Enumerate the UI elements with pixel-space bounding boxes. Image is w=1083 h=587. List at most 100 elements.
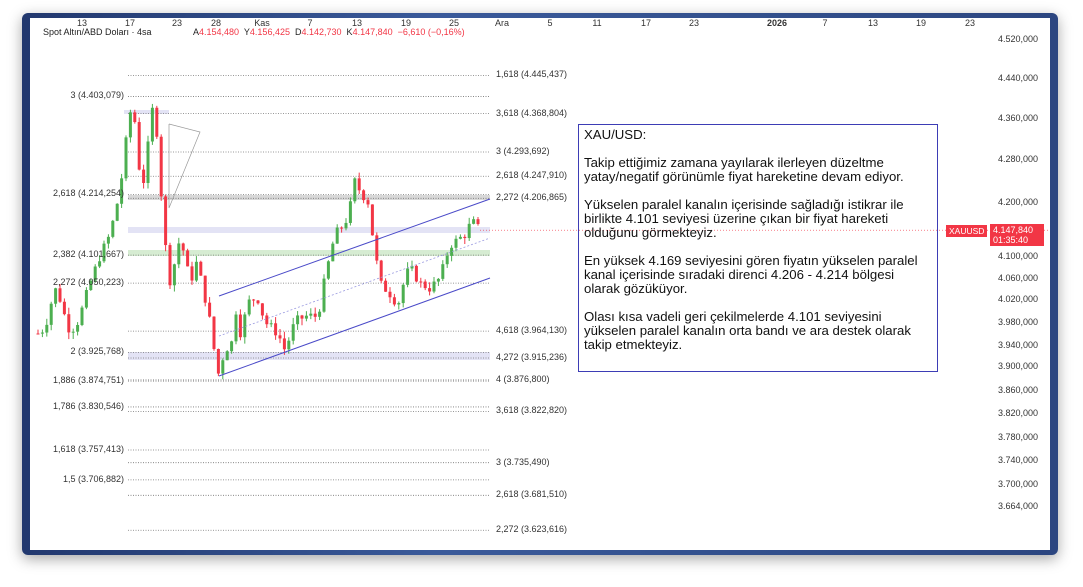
candle-body — [287, 340, 291, 350]
candle-body — [36, 333, 40, 335]
open-key: A — [193, 27, 200, 37]
fib-left-label: 2,382 (4.101,667) — [52, 249, 124, 260]
fib-left-label: 1,886 (3.874,751) — [52, 375, 124, 386]
candle-body — [164, 196, 168, 246]
fib-left-label: 1,618 (3.757,413) — [52, 443, 124, 454]
candle-body — [476, 219, 480, 225]
candle-body — [252, 299, 256, 301]
candle-body — [269, 323, 273, 325]
candle-body — [406, 268, 410, 285]
fib-left-label: 1,786 (3.830,546) — [52, 400, 124, 411]
price-axis-label: 3.700,000 — [998, 479, 1039, 489]
fib-right-label: 1,618 (4.445,437) — [496, 69, 568, 80]
candle-body — [401, 284, 405, 304]
candle-body — [159, 136, 163, 197]
triangle-pattern — [168, 123, 201, 209]
candle-body — [423, 281, 427, 289]
candle-body — [463, 236, 467, 239]
candle-body — [247, 299, 251, 315]
fib-right-label: 3,618 (4.368,804) — [496, 107, 568, 118]
date-axis-label: 28 — [210, 18, 222, 28]
candle-body — [265, 315, 269, 325]
candle-body — [414, 265, 418, 282]
candle-body — [54, 288, 58, 304]
note-paragraph: Yükselen paralel kanalın içerisinde sağl… — [584, 197, 904, 240]
chart-canvas[interactable] — [30, 18, 1050, 550]
candle-body — [106, 236, 110, 244]
fib-left-label: 1,5 (3.706,882) — [62, 473, 124, 484]
candle-body — [379, 260, 383, 281]
candle-body — [208, 302, 212, 317]
candle-body — [221, 360, 225, 374]
fib-left-label: 3 (4.403,079) — [70, 90, 124, 101]
candle-body — [93, 266, 97, 281]
candle-body — [67, 314, 71, 333]
candle-body — [274, 323, 278, 336]
candle-body — [128, 112, 132, 138]
candle-body — [124, 137, 128, 179]
candle-body — [49, 303, 53, 325]
channel-mid-line — [218, 237, 491, 337]
candle-body — [58, 288, 62, 302]
candle-body — [142, 169, 146, 183]
candle-body — [190, 266, 194, 281]
candle-body — [313, 313, 317, 317]
candle-body — [366, 200, 370, 205]
date-axis-label: 13 — [867, 18, 879, 28]
open-value: 4.154,480 — [199, 27, 240, 37]
candle-body — [150, 107, 154, 142]
date-axis-label: 5 — [547, 18, 553, 28]
candle-body — [472, 219, 476, 224]
symbol-price-tag: XAUUSD — [946, 225, 988, 237]
candle-body — [194, 261, 198, 281]
price-axis-label: 4.200,000 — [998, 197, 1039, 207]
candle-body — [186, 250, 190, 267]
candle-body — [326, 261, 330, 279]
candle-body — [375, 235, 379, 261]
price-axis-label: 3.820,000 — [998, 408, 1039, 418]
high-value: 4.156,425 — [249, 27, 290, 37]
candle-body — [84, 290, 88, 308]
date-axis-label: 25 — [448, 18, 460, 28]
price-axis-label: 3.860,000 — [998, 385, 1039, 395]
candle-body — [234, 314, 238, 342]
date-axis-label: 23 — [964, 18, 976, 28]
candle-body — [133, 112, 137, 123]
date-axis-label: 17 — [124, 18, 136, 28]
candle-body — [137, 122, 141, 170]
ohlc-readout: A4.154,480 Y4.156,425 D4.142,730 K4.147,… — [193, 27, 465, 37]
date-axis-label: 7 — [307, 18, 313, 28]
candle-body — [432, 281, 436, 292]
candle-body — [146, 141, 150, 183]
candle-body — [344, 222, 348, 229]
candle-body — [260, 303, 264, 316]
fib-right-label: 3 (3.735,490) — [496, 456, 550, 467]
candle-body — [71, 331, 75, 333]
price-axis-label: 3.900,000 — [998, 361, 1039, 371]
candle-body — [76, 324, 80, 332]
price-axis-label: 4.060,000 — [998, 273, 1039, 283]
fib-cluster-zone — [128, 195, 490, 200]
candle-body — [282, 338, 286, 350]
date-axis-label: Kas — [254, 18, 270, 28]
candle-body — [335, 227, 339, 244]
candle-body — [168, 245, 172, 286]
note-paragraph: En yüksek 4.169 seviyesini gören fiyatın… — [584, 253, 918, 296]
candle-body — [353, 178, 357, 202]
analysis-note: XAU/USD: Takip ettiğimiz zamana yayılara… — [578, 124, 938, 372]
candle-body — [467, 223, 471, 239]
candle-body — [62, 301, 66, 315]
candle-body — [45, 324, 49, 333]
date-axis-label: 17 — [640, 18, 652, 28]
date-axis-label: 7 — [822, 18, 828, 28]
resistance-zone — [128, 227, 490, 233]
top-zone — [124, 110, 169, 114]
price-axis-label: 4.360,000 — [998, 113, 1039, 123]
note-paragraph: Olası kısa vadeli geri çekilmelerde 4.10… — [584, 309, 911, 352]
chart-panel[interactable]: Spot Altın/ABD Doları · 4sa A4.154,480 Y… — [30, 18, 1050, 550]
candle-body — [410, 265, 414, 269]
candle-body — [172, 264, 176, 286]
price-axis-label: 3.940,000 — [998, 340, 1039, 350]
channel-lower-line — [218, 277, 491, 377]
fib-right-label: 2,272 (3.623,616) — [496, 524, 568, 535]
